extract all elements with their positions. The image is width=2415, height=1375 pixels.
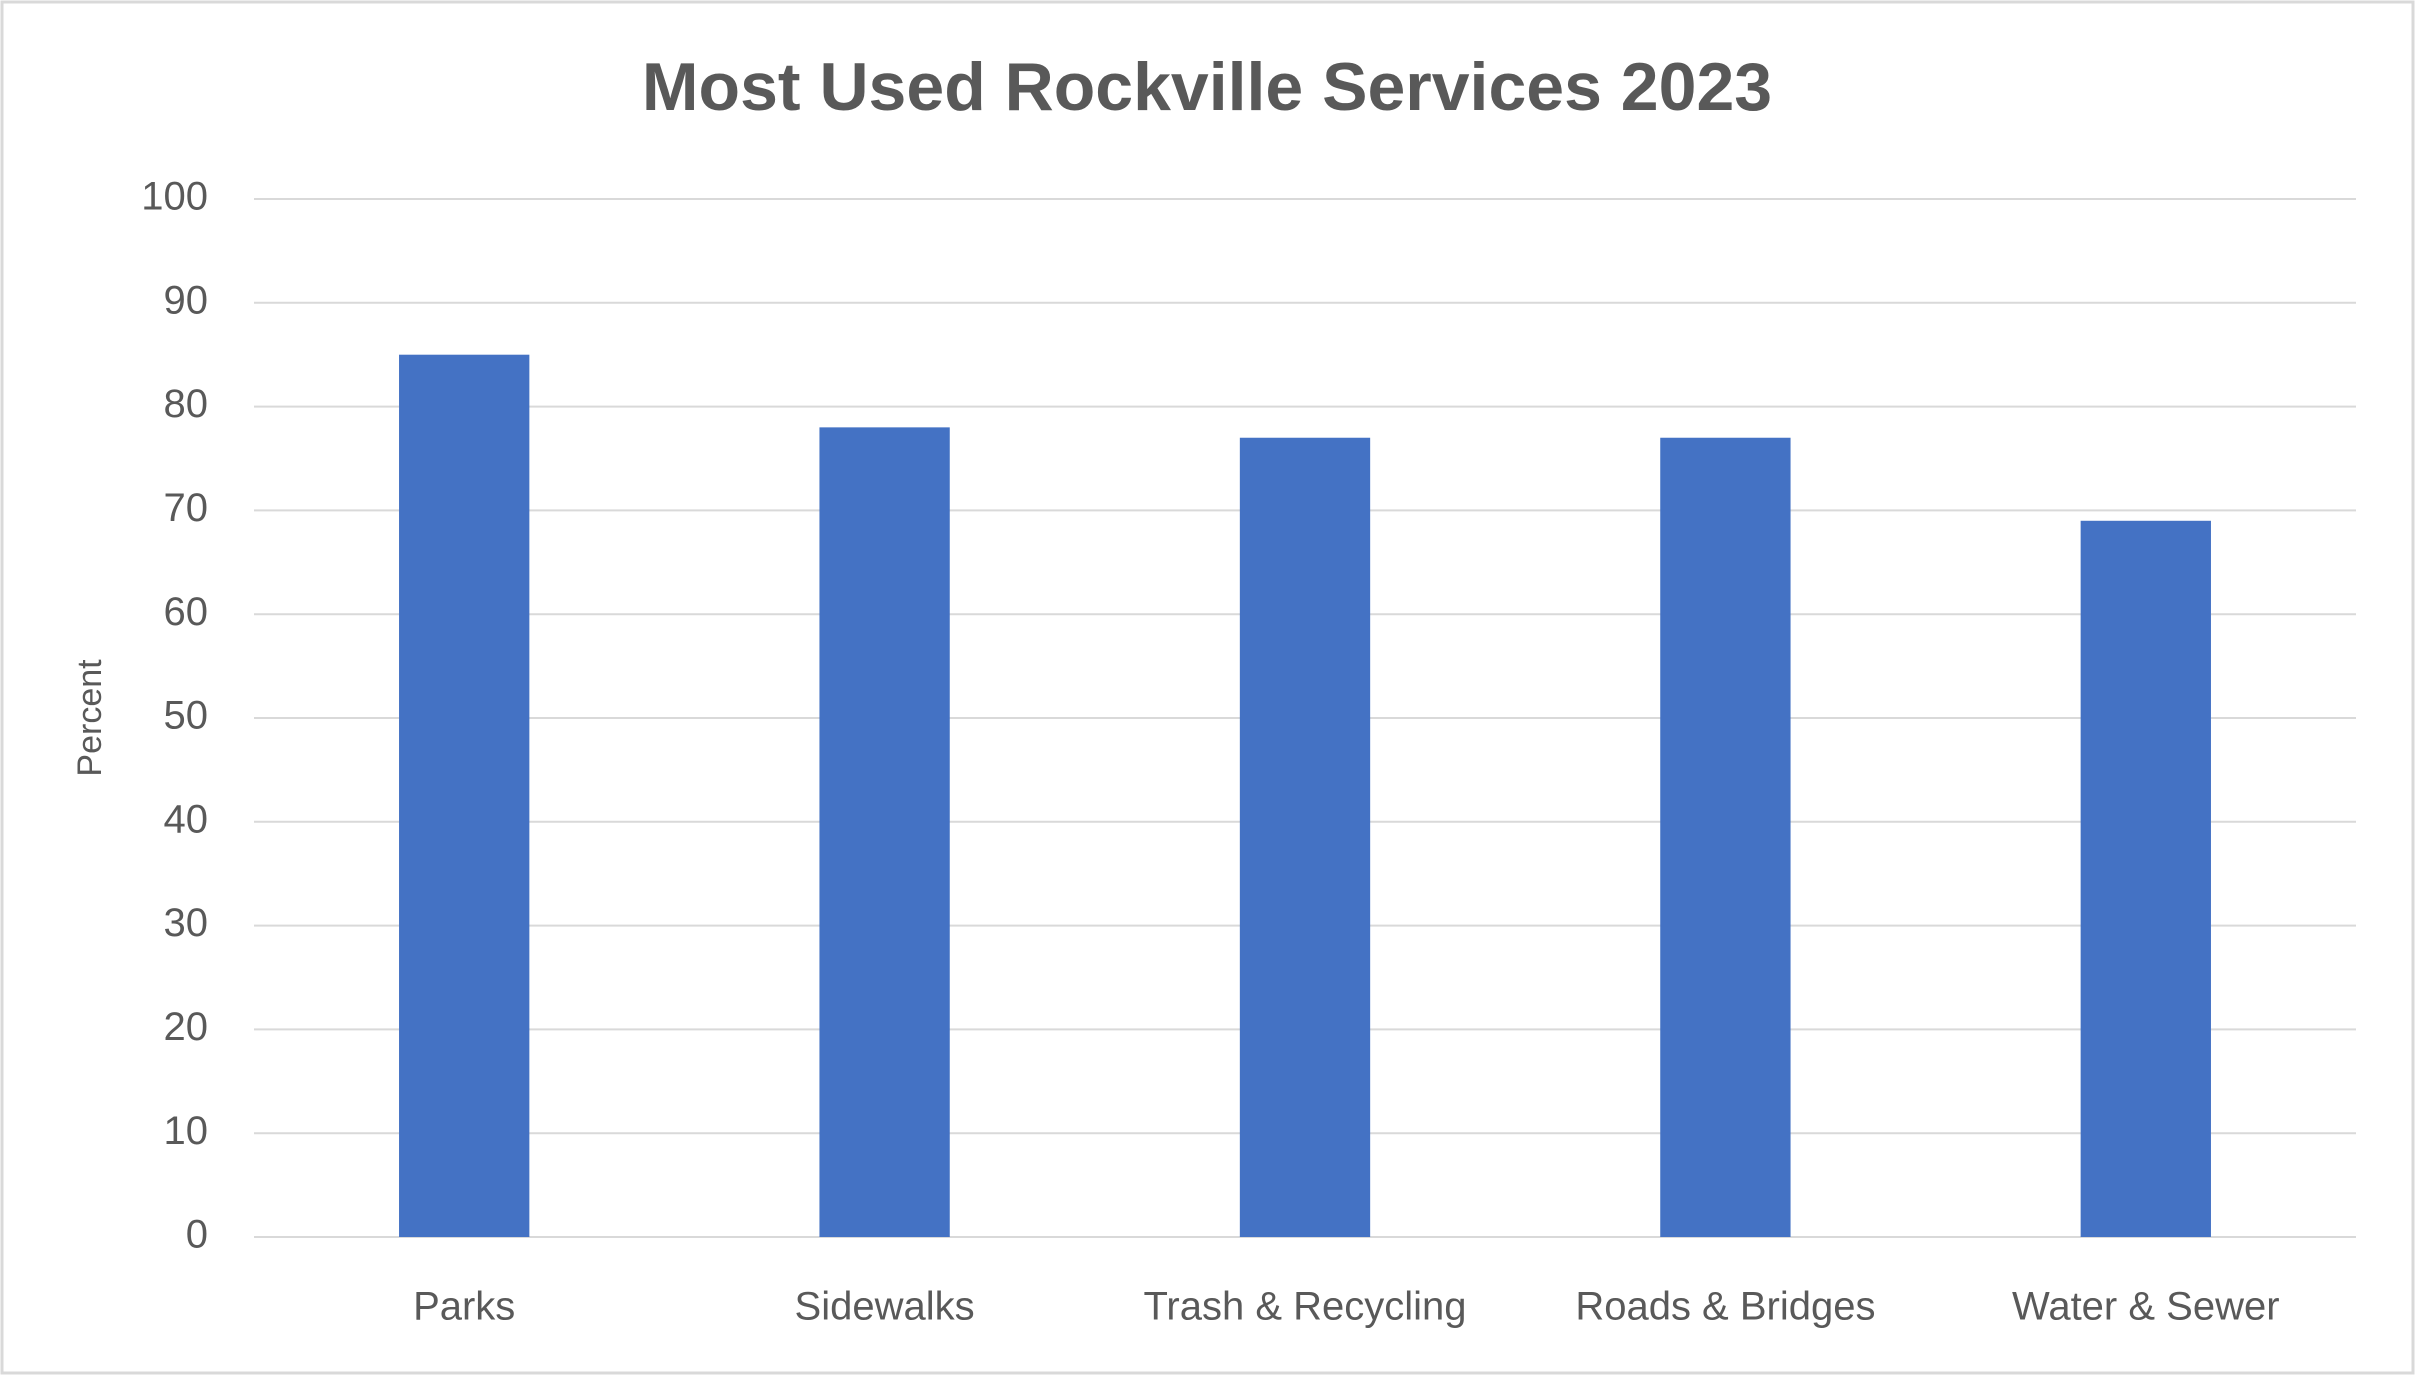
x-tick-label: Parks xyxy=(413,1285,515,1329)
bar xyxy=(399,354,530,1237)
y-tick-label: 10 xyxy=(164,1109,209,1153)
chart-title: Most Used Rockville Services 2023 xyxy=(642,49,1772,125)
y-tick-label: 70 xyxy=(164,486,209,530)
y-tick-label: 0 xyxy=(186,1213,208,1257)
y-tick-label: 20 xyxy=(164,1005,209,1049)
bar xyxy=(1239,437,1371,1237)
y-tick-label: 80 xyxy=(164,382,209,426)
x-tick-label: Roads & Bridges xyxy=(1575,1285,1875,1329)
y-tick-label: 100 xyxy=(141,175,208,219)
bar xyxy=(2080,520,2211,1237)
y-tick-label: 90 xyxy=(164,278,209,322)
x-tick-label: Trash & Recycling xyxy=(1143,1285,1466,1329)
y-tick-label: 30 xyxy=(164,901,209,945)
y-axis-label: Percent xyxy=(71,659,109,777)
x-tick-label: Water & Sewer xyxy=(2012,1285,2279,1329)
y-tick-label: 50 xyxy=(164,694,209,738)
y-tick-label: 60 xyxy=(164,590,209,634)
y-tick-label: 40 xyxy=(164,797,209,841)
bar xyxy=(819,427,950,1237)
x-tick-label: Sidewalks xyxy=(795,1285,975,1329)
bar xyxy=(1660,437,1791,1237)
